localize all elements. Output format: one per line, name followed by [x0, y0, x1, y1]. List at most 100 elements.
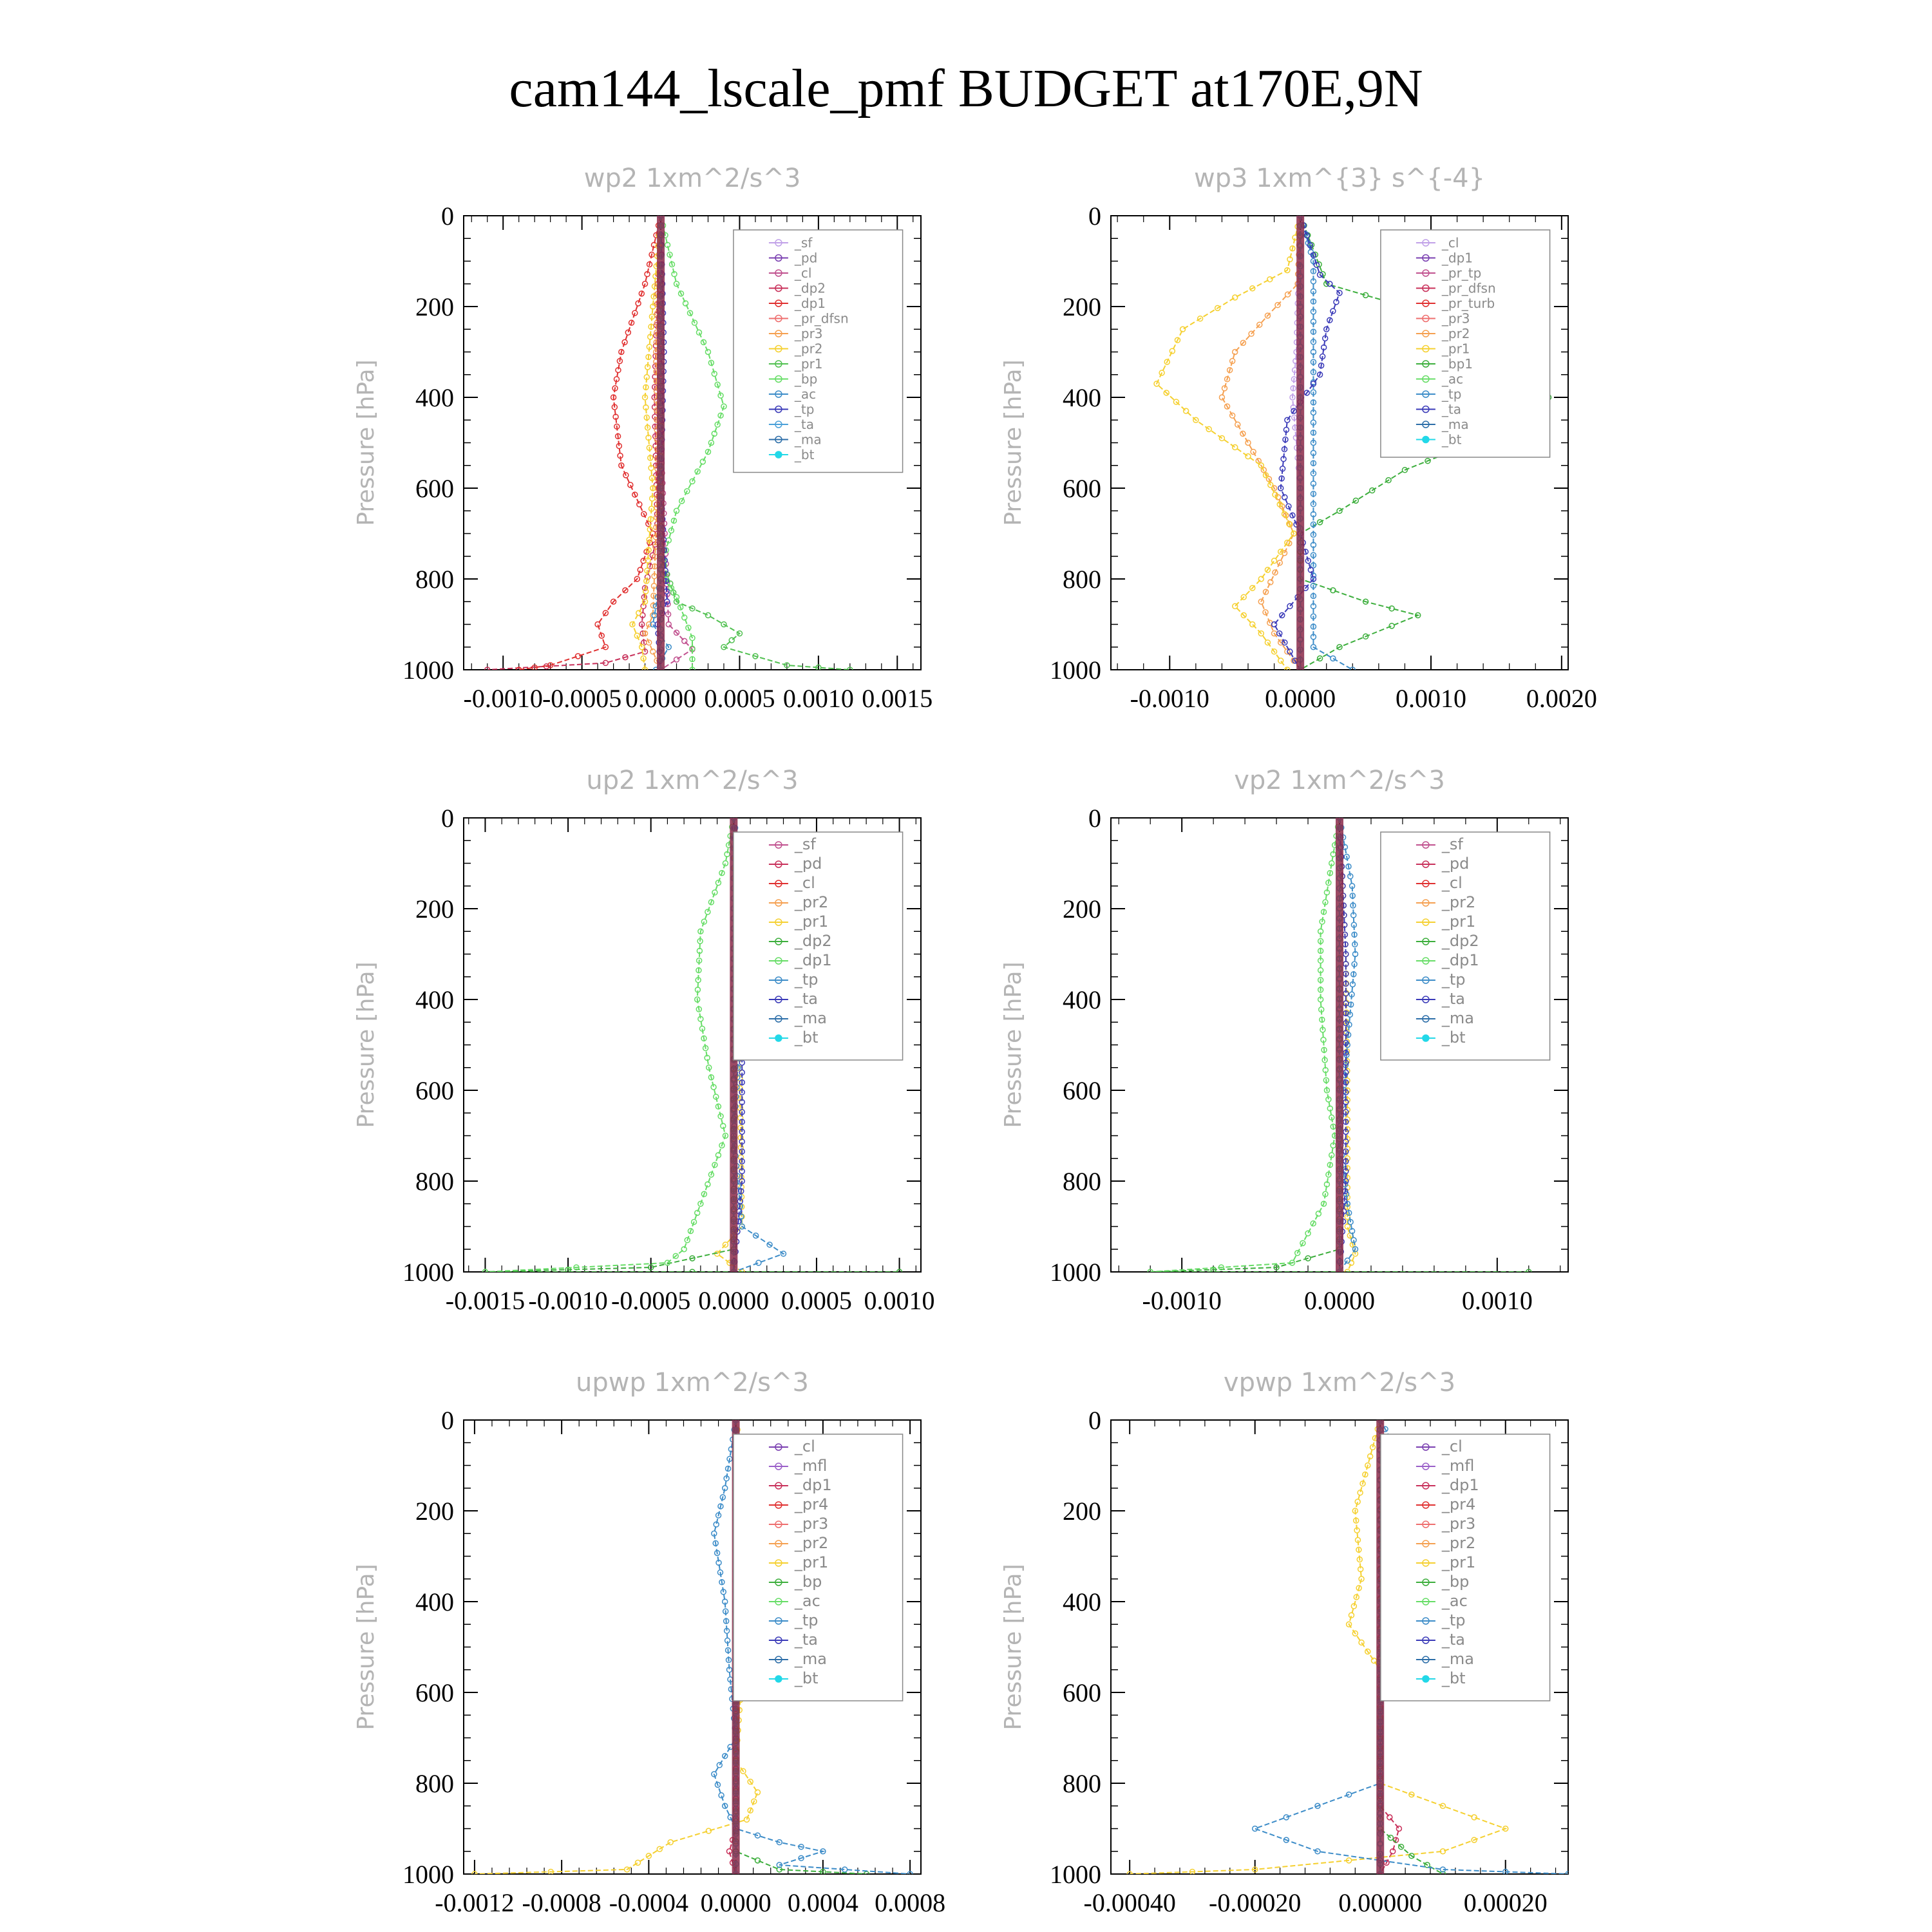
series-marker-vpwp-tp	[1314, 1848, 1321, 1855]
legend-label-wp3-bp1: _bp1	[1441, 356, 1473, 372]
series-marker-wp3-pr2	[1248, 330, 1255, 337]
series-marker-up2-pr1	[737, 1144, 744, 1151]
panel-title-wp2: wp2 1xm^2/s^3	[584, 164, 801, 193]
series-marker-wp2-dp1	[547, 662, 554, 668]
series-marker-wp3-ta	[1271, 621, 1278, 628]
legend-label-vp2-pr2: _pr2	[1441, 893, 1475, 911]
series-marker-wp2-bp	[682, 300, 689, 307]
x-tick-label-upwp: -0.0008	[522, 1888, 601, 1917]
series-marker-vp2-tp	[1350, 1236, 1357, 1244]
series-marker-wp3-pr1	[1258, 630, 1265, 637]
series-marker-vp2-dp1	[1289, 1260, 1296, 1266]
legend-label-wp2-ta: _ta	[794, 417, 814, 432]
legend-label-vp2-ma: _ma	[1441, 1009, 1474, 1027]
series-marker-wp3-pr1	[1206, 426, 1212, 433]
x-tick-label-wp2: 0.0010	[783, 684, 854, 713]
legend-marker-wp3-pr_turb	[1422, 299, 1430, 307]
legend-vpwp: _cl_mfl_dp1_pr4_pr3_pr2_pr1_bp_ac_tp_ta_…	[1380, 1434, 1551, 1701]
series-marker-up2-dp1	[712, 889, 718, 896]
series-marker-wp2-pr2	[646, 444, 653, 451]
series-marker-up2-ta	[739, 1089, 745, 1095]
series-marker-wp2-pr2	[650, 303, 656, 310]
series-marker-wp3-pr2	[1229, 357, 1236, 365]
legend-marker-wp3-pr2	[1422, 330, 1430, 337]
series-marker-wp3-pr1	[1281, 511, 1288, 518]
series-marker-wp3-pr2	[1284, 291, 1291, 298]
legend-label-wp2-bp: _bp	[794, 372, 817, 387]
legend-box-upwp	[733, 1434, 904, 1701]
series-marker-vpwp-pr1	[1354, 1527, 1360, 1533]
series-marker-wp2-bp	[681, 614, 688, 621]
legend-label-upwp-pr1: _pr1	[794, 1553, 828, 1571]
legend-marker-wp2-pd	[775, 254, 782, 262]
series-marker-wp2-bp	[705, 348, 712, 355]
series-marker-up2-dp1	[699, 1025, 706, 1032]
series-marker-up2-dp1	[696, 1006, 703, 1012]
series-marker-upwp-pr1	[747, 1807, 753, 1814]
legend-box-wp3	[1380, 229, 1551, 458]
series-marker-wp3-pr1	[1231, 294, 1238, 301]
series-marker-wp2-bp	[668, 261, 676, 268]
series-marker-up2-dp1	[717, 1113, 724, 1120]
series-marker-vp2-tp	[1349, 1227, 1356, 1235]
series-marker-wp3-tp	[1310, 592, 1317, 600]
x-tick-label-wp2: 0.0015	[862, 684, 933, 713]
series-marker-wp3-pr2	[1260, 467, 1267, 473]
series-marker-vpwp-pr1	[1356, 1546, 1362, 1553]
series-marker-wp2-pr2	[638, 644, 645, 650]
series-marker-vp2-pr1	[1343, 1028, 1350, 1036]
y-tick-label-wp2: 1000	[402, 656, 454, 685]
series-marker-vpwp-tp	[1283, 1837, 1290, 1843]
series-marker-wp2-dp2	[484, 667, 491, 670]
series-marker-vpwp-bp	[1397, 1843, 1405, 1850]
legend-marker-vp2-pr1	[1422, 918, 1430, 926]
series-marker-vpwp-pr1	[1251, 1866, 1258, 1873]
y-axis-label-wp3: Pressure [hPa]	[1000, 359, 1027, 526]
series-marker-wp2-pr1	[736, 630, 743, 637]
series-marker-vpwp-pr1	[1359, 1480, 1366, 1487]
series-marker-wp3-ta	[1278, 612, 1285, 619]
series-marker-wp3-ta	[1319, 353, 1326, 360]
series-marker-vp2-dp1	[1329, 860, 1335, 867]
series-marker-wp3-pr1	[1271, 558, 1278, 564]
series-marker-vp2-dp1	[1329, 1114, 1335, 1121]
series-marker-vpwp-pr1	[1365, 1462, 1371, 1469]
series-marker-wp2-bp	[673, 507, 680, 514]
series-marker-wp3-tp	[1310, 409, 1317, 416]
series-marker-wp2-pr2	[645, 547, 652, 553]
series-marker-wp2-pr2	[636, 610, 642, 616]
series-marker-wp2-pr3	[641, 630, 649, 637]
series-marker-up2-ta	[739, 1128, 745, 1135]
series-marker-vp2-tp	[1351, 961, 1358, 967]
series-marker-wp3-tp	[1310, 288, 1317, 295]
series-marker-wp3-pr1	[1159, 370, 1165, 376]
series-marker-wp3-tp	[1310, 531, 1317, 538]
series-marker-vp2-dp1	[1319, 918, 1325, 925]
series-marker-wp2-dp1	[602, 610, 609, 616]
series-marker-up2-dp1	[684, 1236, 691, 1244]
series-marker-up2-pr1	[737, 1124, 744, 1131]
legend-marker-vp2-ma	[1422, 1015, 1430, 1023]
series-marker-up2-ta	[739, 1099, 745, 1106]
series-marker-upwp-tp	[714, 1781, 721, 1788]
legend-marker-vpwp-pr1	[1422, 1559, 1430, 1567]
series-marker-wp3-ta	[1323, 326, 1330, 332]
legend-marker-upwp-pr3	[775, 1520, 782, 1528]
legend-label-vpwp-ta: _ta	[1441, 1631, 1465, 1649]
series-marker-wp3-ta	[1310, 576, 1317, 582]
series-marker-wp2-dp1	[641, 281, 649, 287]
series-marker-wp3-ta	[1277, 485, 1284, 491]
series-marker-wp3-ta	[1333, 299, 1340, 305]
series-marker-vp2-dp1	[1317, 987, 1324, 993]
legend-label-wp2-ma: _ma	[794, 432, 822, 448]
series-marker-wp3-pr2	[1264, 312, 1271, 319]
legend-label-up2-ma: _ma	[794, 1009, 827, 1027]
series-marker-wp2-bp	[673, 594, 680, 600]
series-marker-wp3-bp1	[1368, 487, 1376, 494]
series-marker-wp3-ta	[1321, 335, 1329, 342]
x-tick-label-up2: 0.0000	[698, 1286, 769, 1315]
series-marker-wp2-pr2	[649, 495, 656, 502]
legend-marker-vpwp-pr2	[1422, 1540, 1430, 1548]
series-marker-wp2-bp	[711, 430, 718, 437]
y-tick-label-wp2: 400	[415, 383, 454, 412]
